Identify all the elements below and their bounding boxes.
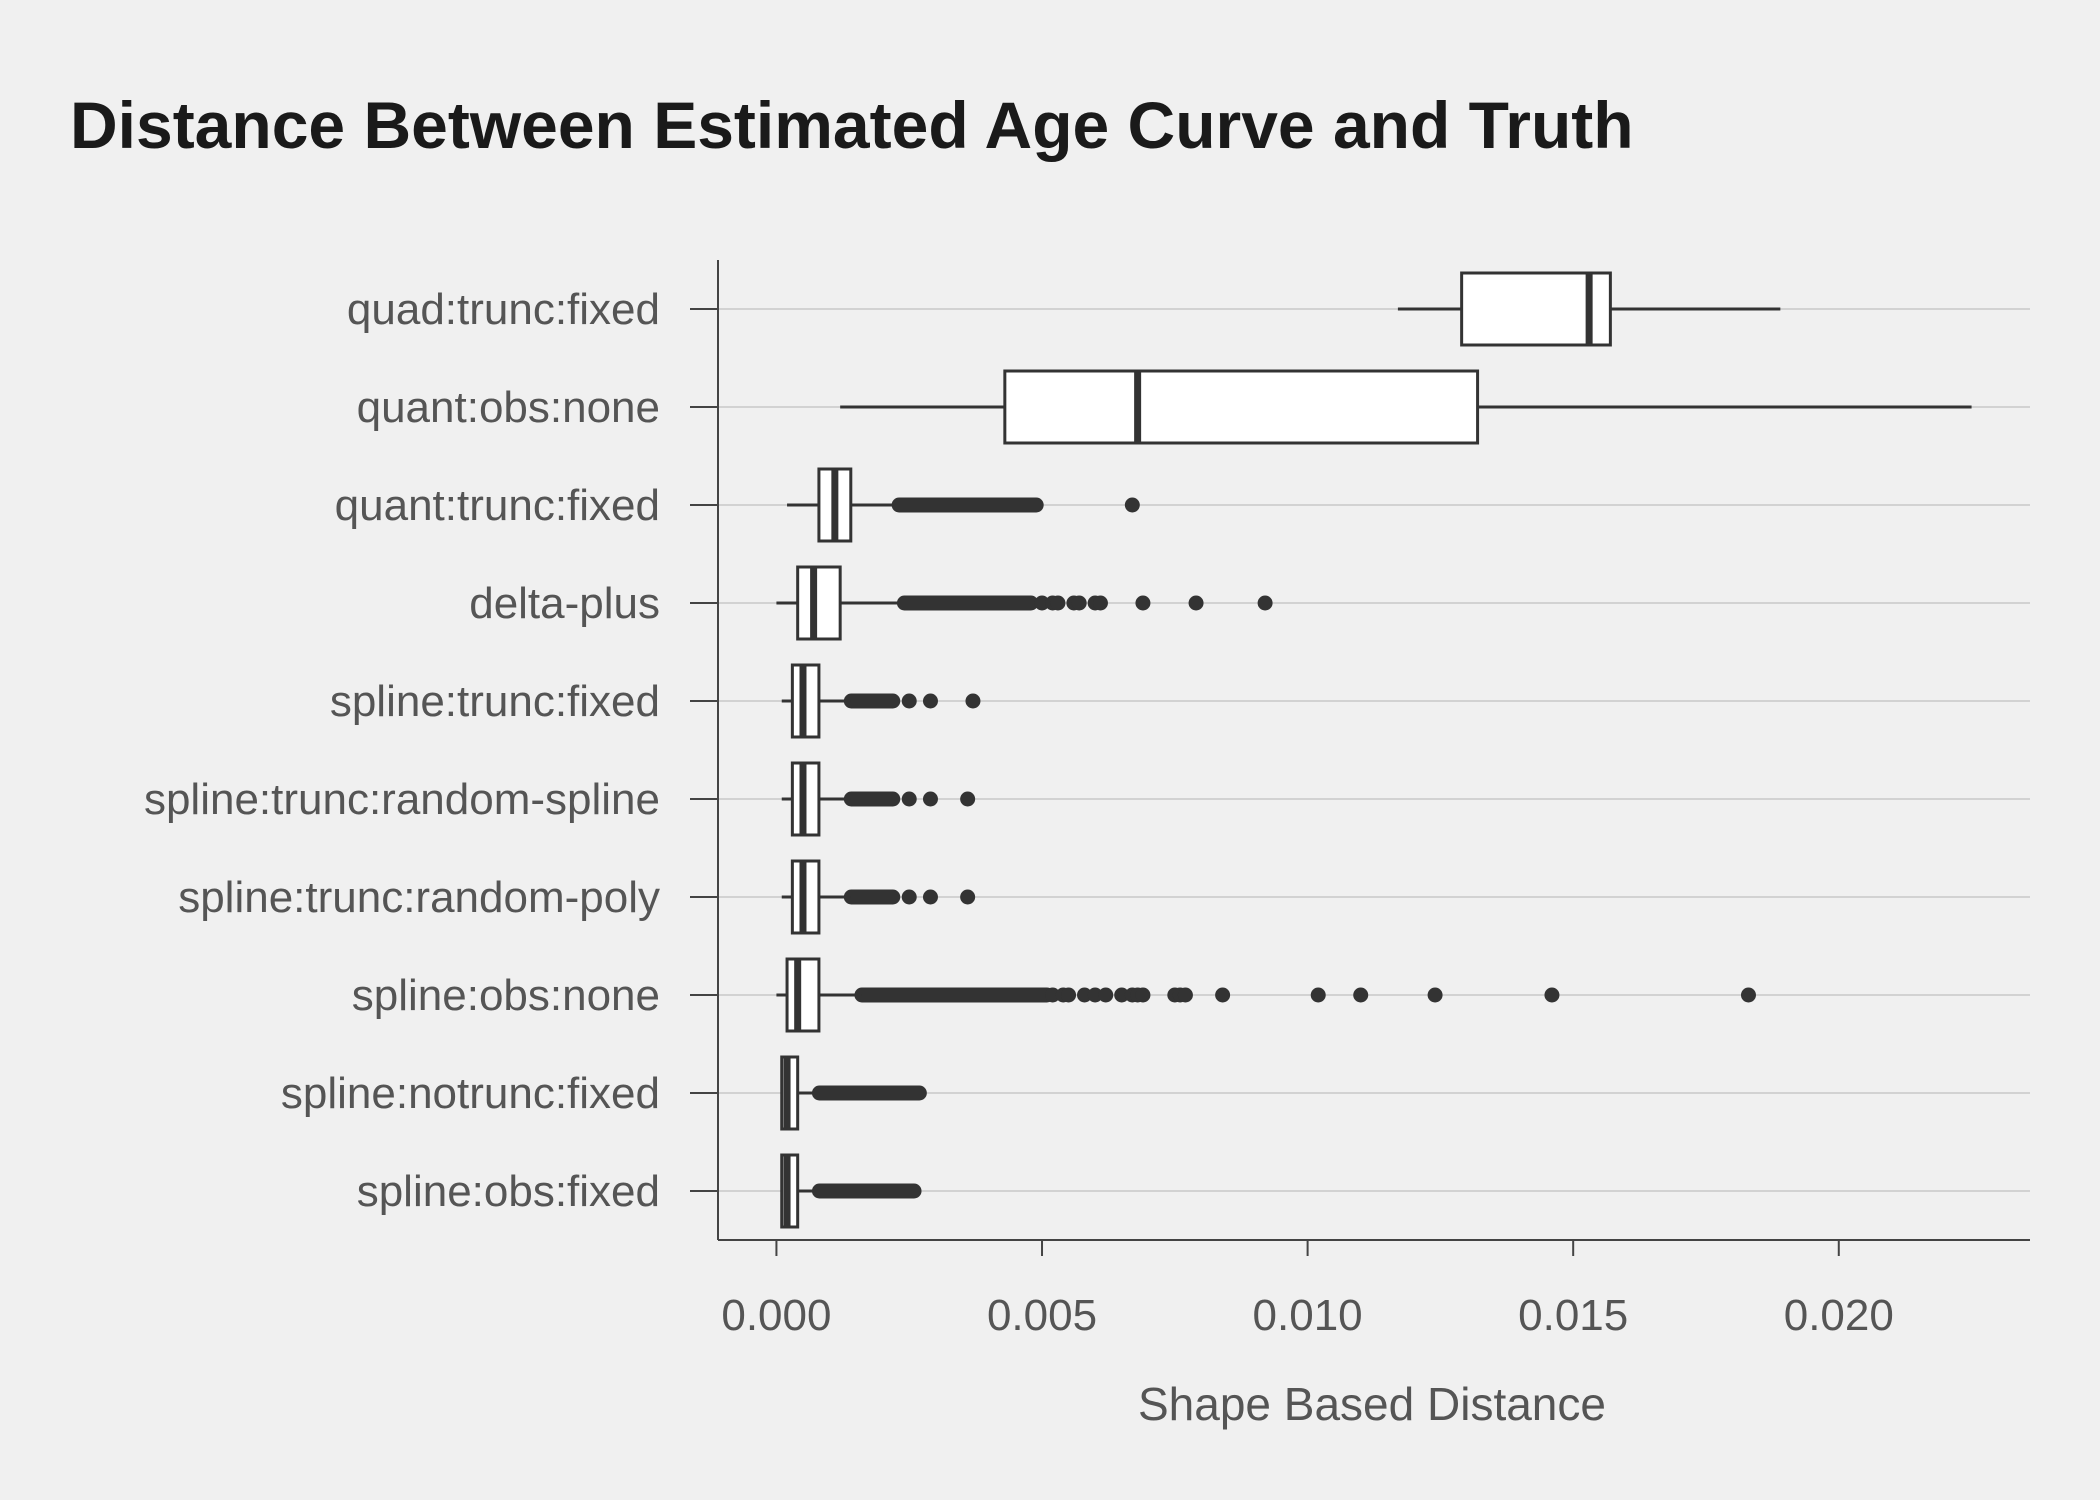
y-tick-label: spline:obs:none <box>352 971 660 1020</box>
outlier-point <box>1092 595 1108 611</box>
outlier-point <box>960 791 976 807</box>
outlier-point <box>922 693 938 709</box>
outlier-point <box>1124 497 1140 513</box>
box <box>796 565 842 641</box>
outlier-point <box>1215 987 1231 1003</box>
y-tick-label: quant:obs:none <box>357 383 660 432</box>
outlier-point <box>1177 987 1193 1003</box>
outlier-point <box>1544 987 1560 1003</box>
chart-title: Distance Between Estimated Age Curve and… <box>70 88 1634 162</box>
x-tick-label: 0.005 <box>987 1291 1097 1340</box>
box-group <box>1397 271 1781 347</box>
y-tick-label: quant:trunc:fixed <box>335 481 660 530</box>
outlier-point <box>1427 987 1443 1003</box>
outlier-point <box>1353 987 1369 1003</box>
outlier-point <box>965 693 981 709</box>
y-tick-label: spline:trunc:fixed <box>330 677 660 726</box>
y-tick-label: delta-plus <box>469 579 660 628</box>
outlier-point <box>1061 987 1077 1003</box>
outlier-band <box>891 497 1044 513</box>
outlier-point <box>1740 987 1756 1003</box>
box-group <box>781 859 976 935</box>
box <box>1003 369 1480 445</box>
outlier-point <box>1188 595 1204 611</box>
outlier-point <box>901 693 917 709</box>
y-tick-label: spline:notrunc:fixed <box>281 1069 660 1118</box>
x-tick-labels: 0.000 0.005 0.010 0.015 0.020 <box>721 1291 1893 1340</box>
outlier-point <box>1257 595 1273 611</box>
box-group <box>776 565 1273 641</box>
x-tick-label: 0.020 <box>1784 1291 1894 1340</box>
box-group <box>781 761 976 837</box>
box <box>1460 271 1612 347</box>
box-group <box>780 1055 927 1131</box>
outlier-point <box>901 889 917 905</box>
x-tick-label: 0.000 <box>721 1291 831 1340</box>
y-tick-label: spline:trunc:random-spline <box>144 775 660 824</box>
outlier-band <box>843 889 901 905</box>
outlier-point <box>1045 987 1061 1003</box>
box-group <box>781 663 981 739</box>
box <box>785 957 821 1033</box>
outlier-point <box>1087 987 1103 1003</box>
outlier-point <box>1135 987 1151 1003</box>
outlier-point <box>922 791 938 807</box>
axes <box>690 260 2030 1256</box>
outlier-point <box>1114 987 1130 1003</box>
outlier-point <box>901 791 917 807</box>
box-group <box>840 369 1972 445</box>
box-series <box>776 271 1972 1229</box>
outlier-point <box>1098 987 1114 1003</box>
x-tick-label: 0.010 <box>1253 1291 1363 1340</box>
outlier-point <box>1310 987 1326 1003</box>
x-axis-label: Shape Based Distance <box>1138 1378 1606 1430</box>
outlier-point <box>1034 595 1050 611</box>
box-group <box>780 1153 922 1229</box>
outlier-band <box>811 1183 922 1199</box>
box-group <box>787 467 1140 543</box>
y-tick-label: spline:trunc:random-poly <box>178 873 660 922</box>
outlier-band <box>843 693 901 709</box>
outlier-point <box>960 889 976 905</box>
outlier-point <box>1071 595 1087 611</box>
outlier-point <box>922 889 938 905</box>
box-group <box>776 957 1756 1033</box>
y-tick-label: spline:obs:fixed <box>357 1167 660 1216</box>
outlier-band <box>854 987 1055 1003</box>
outlier-point <box>1077 987 1093 1003</box>
outlier-point <box>1050 595 1066 611</box>
outlier-band <box>811 1085 927 1101</box>
y-tick-label: quad:trunc:fixed <box>347 285 660 334</box>
outlier-band <box>896 595 1039 611</box>
outlier-point <box>1135 595 1151 611</box>
x-tick-label: 0.015 <box>1518 1291 1628 1340</box>
y-tick-labels: quad:trunc:fixed quant:obs:none quant:trun… <box>144 285 660 1216</box>
outlier-band <box>843 791 901 807</box>
